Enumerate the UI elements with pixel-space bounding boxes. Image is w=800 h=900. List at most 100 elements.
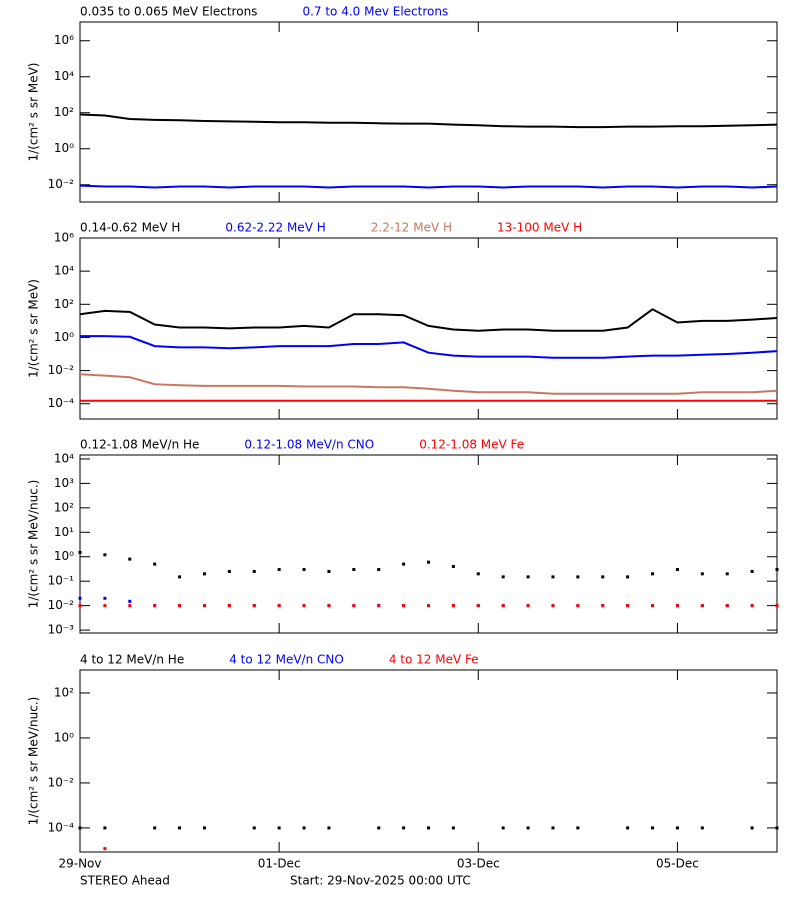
data-point (601, 604, 605, 608)
data-point (675, 568, 679, 572)
data-point (626, 826, 630, 830)
data-point (700, 572, 704, 576)
data-point (103, 826, 107, 830)
y-axis-label: 1/(cm² s sr MeV/nuc.) (27, 697, 41, 826)
data-point (227, 604, 231, 608)
y-axis-label: 1/(cm² s sr MeV/nuc.) (27, 480, 41, 609)
data-point (128, 604, 132, 608)
data-point (775, 826, 779, 830)
data-point (327, 826, 331, 830)
y-tick-label: 10⁻¹ (48, 574, 75, 588)
y-tick-label: 10⁶ (54, 33, 74, 47)
x-tick-label: 01-Dec (258, 857, 301, 871)
legend-entry: 0.62-2.22 MeV H (225, 221, 325, 235)
y-tick-label: 10² (54, 500, 74, 514)
data-point (103, 847, 107, 851)
data-point (153, 826, 157, 830)
legend-entry: 0.12-1.08 MeV Fe (419, 438, 524, 452)
data-point (750, 569, 754, 573)
data-point (451, 604, 455, 608)
plot-frame (79, 669, 778, 853)
data-point (725, 572, 729, 576)
legend-entry: 0.035 to 0.065 MeV Electrons (80, 5, 257, 19)
data-point (651, 572, 655, 576)
legend-entry: 13-100 MeV H (497, 221, 582, 235)
data-point (327, 569, 331, 573)
data-point (252, 604, 256, 608)
data-point (402, 826, 406, 830)
y-tick-label: 10⁴ (54, 264, 74, 278)
data-point (750, 604, 754, 608)
data-point (501, 604, 505, 608)
data-point (626, 575, 630, 579)
y-tick-label: 10² (54, 297, 74, 311)
series-line (79, 184, 778, 189)
data-point (451, 564, 455, 568)
y-tick-label: 10⁻² (48, 775, 75, 789)
data-point (476, 604, 480, 608)
data-point (377, 826, 381, 830)
y-tick-label: 10⁻² (48, 363, 75, 377)
data-point (78, 826, 82, 830)
plot-frame (79, 237, 778, 420)
data-point (576, 826, 580, 830)
data-point (476, 572, 480, 576)
y-tick-label: 10⁰ (54, 549, 74, 563)
data-point (252, 826, 256, 830)
y-axis-label: 1/(cm² s sr MeV) (27, 63, 41, 162)
y-tick-label: 10⁴ (54, 69, 74, 83)
y-tick-label: 10⁰ (54, 730, 74, 744)
data-point (202, 572, 206, 576)
legend-entry: 4 to 12 MeV/n He (80, 653, 184, 667)
data-point (526, 826, 530, 830)
data-point (178, 575, 182, 579)
data-point (103, 604, 107, 608)
data-point (277, 826, 281, 830)
data-point (551, 604, 555, 608)
data-point (377, 604, 381, 608)
data-point (178, 604, 182, 608)
plot-frame (79, 21, 778, 203)
data-point (750, 826, 754, 830)
data-point (103, 596, 107, 600)
legend-entry: 4 to 12 MeV/n CNO (229, 653, 344, 667)
legend-entry: 4 to 12 MeV Fe (389, 653, 479, 667)
y-tick-label: 10⁻² (48, 177, 75, 191)
data-point (302, 568, 306, 572)
data-point (651, 826, 655, 830)
y-tick-label: 10⁰ (54, 330, 74, 344)
y-tick-label: 10⁻³ (48, 623, 75, 637)
data-point (601, 575, 605, 579)
data-point (377, 568, 381, 572)
y-tick-label: 10² (54, 105, 74, 119)
data-point (626, 604, 630, 608)
data-point (153, 604, 157, 608)
x-tick-label: 29-Nov (58, 857, 101, 871)
data-point (178, 826, 182, 830)
plot-frame (79, 454, 778, 634)
data-point (277, 604, 281, 608)
data-point (302, 604, 306, 608)
data-point (402, 604, 406, 608)
data-point (103, 553, 107, 557)
data-point (526, 575, 530, 579)
series-line (79, 113, 778, 129)
y-axis-label: 1/(cm² s sr MeV) (27, 279, 41, 378)
data-point (277, 568, 281, 572)
legend-entry: 2.2-12 MeV H (371, 221, 452, 235)
series-line (79, 373, 778, 395)
footer-right: Start: 29-Nov-2025 00:00 UTC (290, 874, 471, 888)
y-tick-label: 10⁴ (54, 451, 74, 465)
data-point (302, 826, 306, 830)
legend-entry: 0.7 to 4.0 Mev Electrons (302, 5, 448, 19)
data-point (78, 550, 82, 554)
data-point (352, 604, 356, 608)
data-point (402, 562, 406, 566)
y-tick-label: 10⁶ (54, 231, 74, 245)
data-point (675, 604, 679, 608)
data-point (675, 826, 679, 830)
data-point (202, 604, 206, 608)
data-point (227, 569, 231, 573)
